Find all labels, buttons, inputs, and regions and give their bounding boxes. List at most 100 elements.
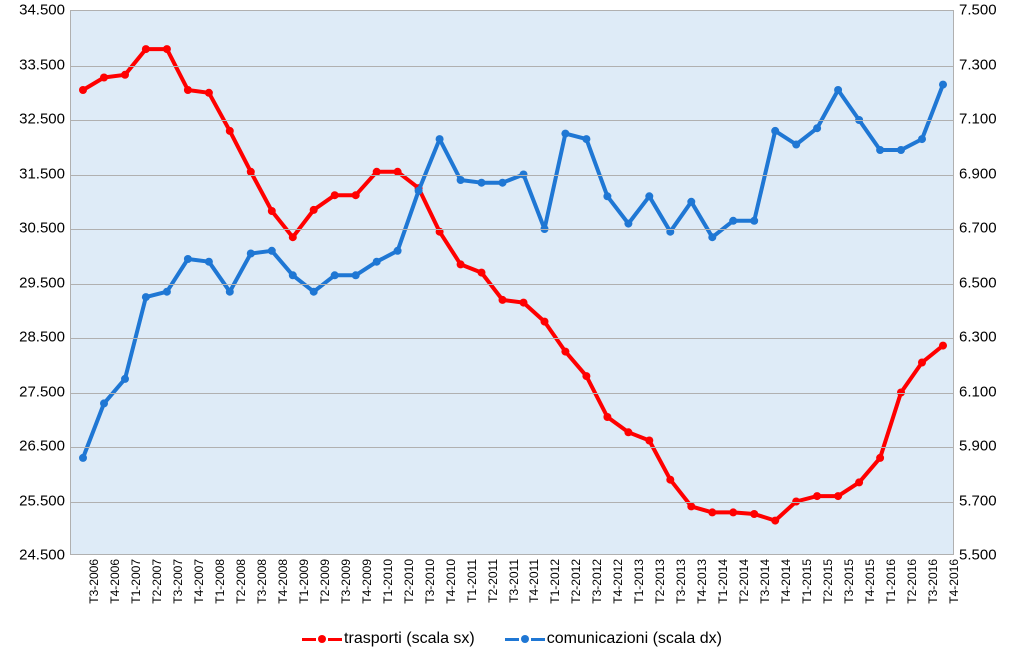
- x-tick: T4-2011: [527, 559, 541, 603]
- series-marker-trasporti: [499, 296, 507, 304]
- series-marker-comunicazioni: [184, 255, 192, 263]
- series-marker-trasporti: [750, 510, 758, 518]
- y-tick-left: 27.500: [5, 383, 65, 400]
- series-marker-comunicazioni: [436, 135, 444, 143]
- x-tick: T3-2016: [926, 559, 940, 604]
- series-marker-trasporti: [310, 206, 318, 214]
- series-marker-trasporti: [813, 492, 821, 500]
- x-tick: T4-2008: [276, 559, 290, 604]
- x-tick: T1-2013: [632, 559, 646, 604]
- series-marker-comunicazioni: [205, 258, 213, 266]
- series-marker-comunicazioni: [478, 179, 486, 187]
- series-marker-trasporti: [541, 318, 549, 326]
- series-marker-trasporti: [687, 502, 695, 510]
- series-marker-trasporti: [100, 74, 108, 82]
- gridline: [71, 66, 953, 67]
- series-marker-comunicazioni: [561, 130, 569, 138]
- y-tick-left: 26.500: [5, 438, 65, 455]
- gridline: [71, 502, 953, 503]
- x-tick: T1-2014: [716, 559, 730, 604]
- series-marker-comunicazioni: [457, 176, 465, 184]
- series-marker-comunicazioni: [268, 247, 276, 255]
- series-marker-comunicazioni: [771, 127, 779, 135]
- series-marker-comunicazioni: [834, 86, 842, 94]
- series-marker-comunicazioni: [163, 288, 171, 296]
- y-tick-left: 25.500: [5, 492, 65, 509]
- x-tick: T4-2010: [444, 559, 458, 604]
- x-tick: T3-2013: [674, 559, 688, 604]
- y-tick-right: 5.500: [959, 547, 1019, 564]
- series-marker-comunicazioni: [729, 217, 737, 225]
- y-tick-left: 29.500: [5, 274, 65, 291]
- series-marker-comunicazioni: [247, 250, 255, 258]
- gridline: [71, 338, 953, 339]
- y-tick-right: 5.700: [959, 492, 1019, 509]
- legend-line-left: [302, 638, 316, 641]
- legend-item-comunicazioni: comunicazioni (scala dx): [505, 630, 722, 648]
- series-marker-trasporti: [352, 191, 360, 199]
- series-marker-trasporti: [729, 508, 737, 516]
- series-marker-comunicazioni: [918, 135, 926, 143]
- x-tick: T2-2015: [821, 559, 835, 604]
- chart-container: T3-2006T4-2006T1-2007T2-2007T3-2007T4-20…: [0, 0, 1024, 667]
- series-marker-comunicazioni: [394, 247, 402, 255]
- x-tick: T2-2007: [150, 559, 164, 604]
- series-marker-trasporti: [142, 45, 150, 53]
- y-tick-left: 34.500: [5, 2, 65, 19]
- legend-item-trasporti: trasporti (scala sx): [302, 630, 475, 648]
- y-tick-right: 7.500: [959, 2, 1019, 19]
- series-marker-trasporti: [268, 207, 276, 215]
- series-marker-comunicazioni: [624, 220, 632, 228]
- series-marker-trasporti: [205, 89, 213, 97]
- series-marker-trasporti: [226, 127, 234, 135]
- y-tick-right: 7.300: [959, 56, 1019, 73]
- gridline: [71, 393, 953, 394]
- series-marker-trasporti: [561, 348, 569, 356]
- legend-line-right: [531, 638, 545, 641]
- y-tick-right: 6.500: [959, 274, 1019, 291]
- x-tick: T1-2010: [381, 559, 395, 604]
- x-tick: T3-2014: [758, 559, 772, 604]
- x-tick: T2-2013: [653, 559, 667, 604]
- x-tick: T1-2008: [213, 559, 227, 604]
- legend-label: trasporti (scala sx): [344, 630, 475, 648]
- series-marker-comunicazioni: [939, 81, 947, 89]
- legend-label: comunicazioni (scala dx): [547, 630, 722, 648]
- x-tick: T2-2011: [486, 559, 500, 603]
- y-axis-right: 5.5005.7005.9006.1006.3006.5006.7006.900…: [959, 10, 1019, 555]
- series-marker-trasporti: [163, 45, 171, 53]
- x-tick: T3-2009: [339, 559, 353, 604]
- series-marker-comunicazioni: [331, 271, 339, 279]
- series-marker-comunicazioni: [373, 258, 381, 266]
- y-tick-left: 24.500: [5, 547, 65, 564]
- x-tick: T2-2008: [234, 559, 248, 604]
- series-marker-trasporti: [624, 428, 632, 436]
- x-tick: T4-2009: [360, 559, 374, 604]
- y-tick-right: 6.900: [959, 165, 1019, 182]
- series-marker-trasporti: [603, 413, 611, 421]
- y-tick-right: 6.100: [959, 383, 1019, 400]
- x-tick: T4-2012: [611, 559, 625, 604]
- gridline: [71, 447, 953, 448]
- x-tick: T1-2011: [465, 559, 479, 603]
- series-marker-comunicazioni: [582, 135, 590, 143]
- x-tick: T2-2016: [905, 559, 919, 604]
- x-tick: T4-2016: [947, 559, 961, 604]
- series-marker-comunicazioni: [121, 375, 129, 383]
- gridline: [71, 120, 953, 121]
- series-marker-trasporti: [918, 359, 926, 367]
- series-marker-comunicazioni: [792, 141, 800, 149]
- legend-dot: [318, 635, 326, 643]
- gridline: [71, 175, 953, 176]
- series-marker-comunicazioni: [645, 192, 653, 200]
- x-tick: T1-2012: [548, 559, 562, 604]
- x-tick: T4-2014: [779, 559, 793, 604]
- x-tick: T4-2015: [863, 559, 877, 604]
- x-tick: T2-2012: [569, 559, 583, 604]
- x-tick: T3-2010: [423, 559, 437, 604]
- series-marker-comunicazioni: [415, 187, 423, 195]
- y-tick-right: 6.300: [959, 329, 1019, 346]
- series-marker-comunicazioni: [603, 192, 611, 200]
- series-marker-comunicazioni: [750, 217, 758, 225]
- legend-line-right: [328, 638, 342, 641]
